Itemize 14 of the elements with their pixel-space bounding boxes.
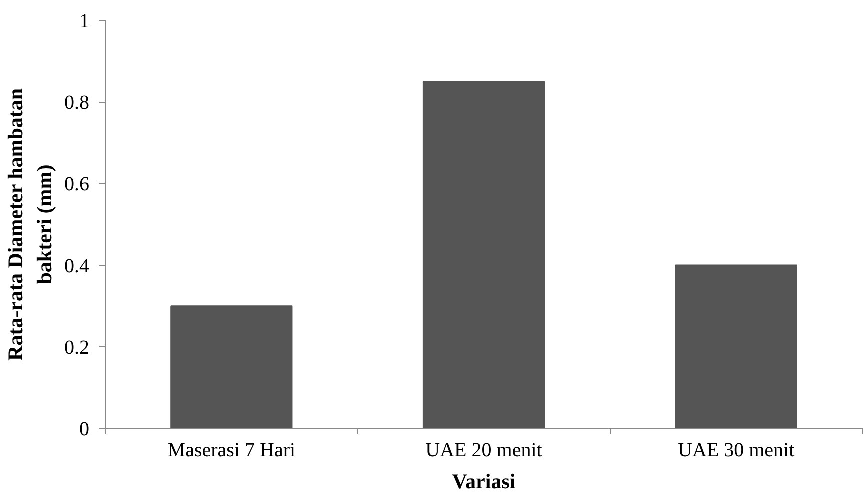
- x-tick-label: Maserasi 7 Hari: [168, 440, 296, 462]
- y-tick-label: 0.4: [64, 255, 90, 278]
- x-axis-title: Variasi: [452, 470, 516, 494]
- y-tick-label: 0.6: [64, 174, 90, 196]
- y-tick-label: 0.2: [64, 336, 90, 359]
- y-axis-title: Rata-rata Diameter hambatan bakteri (mm): [4, 88, 56, 361]
- x-tick-label: UAE 30 menit: [678, 440, 796, 462]
- bar: [170, 306, 293, 428]
- y-tick-label: 1: [80, 10, 90, 32]
- bar: [422, 81, 546, 428]
- bar: [675, 264, 798, 428]
- y-tick-label: 0.8: [64, 92, 90, 114]
- y-tick-label: 0: [80, 418, 90, 440]
- x-tick-label: UAE 20 menit: [426, 440, 543, 462]
